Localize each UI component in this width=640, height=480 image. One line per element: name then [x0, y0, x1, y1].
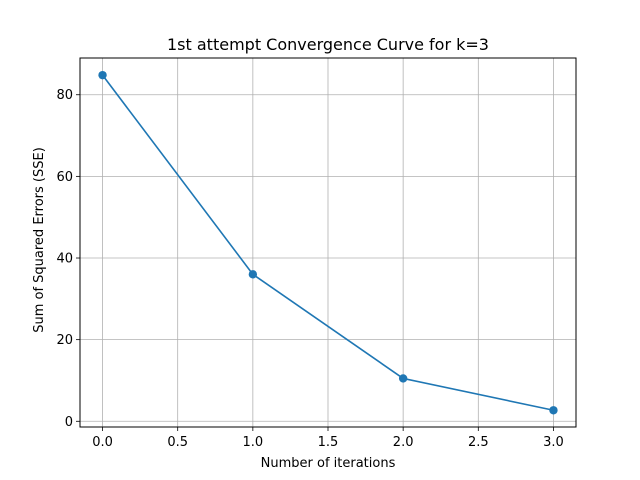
data-point	[549, 406, 558, 415]
data-point	[398, 374, 408, 383]
grid-lines	[80, 58, 576, 427]
y-tick-label: 20	[56, 333, 73, 348]
data-point	[248, 270, 258, 279]
x-tick-label: 0.5	[167, 435, 188, 450]
data-point	[98, 70, 107, 80]
x-axis-label: Number of iterations	[261, 456, 396, 471]
y-tick-label: 80	[56, 88, 73, 103]
x-tick-label: 3.0	[543, 435, 564, 450]
x-tick-label: 1.0	[243, 435, 264, 450]
y-tick-label: 40	[56, 252, 73, 267]
series-line	[101, 74, 554, 412]
chart-title: 1st attempt Convergence Curve for k=3	[167, 35, 489, 54]
x-tick-label: 2.0	[393, 435, 414, 450]
x-tick-label: 2.5	[468, 435, 489, 450]
y-axis-label: Sum of Squared Errors (SSE)	[32, 147, 47, 333]
x-tick-label: 0.0	[92, 435, 113, 450]
y-tick-label: 0	[65, 415, 73, 430]
y-tick-label: 60	[56, 170, 73, 185]
x-tick-label: 1.5	[318, 435, 339, 450]
series-layer	[98, 70, 558, 415]
axis-ticks: 0.0 0.5 1.0 1.5 2.0 2.5 3.0 0 20 40 60 80	[56, 88, 563, 450]
